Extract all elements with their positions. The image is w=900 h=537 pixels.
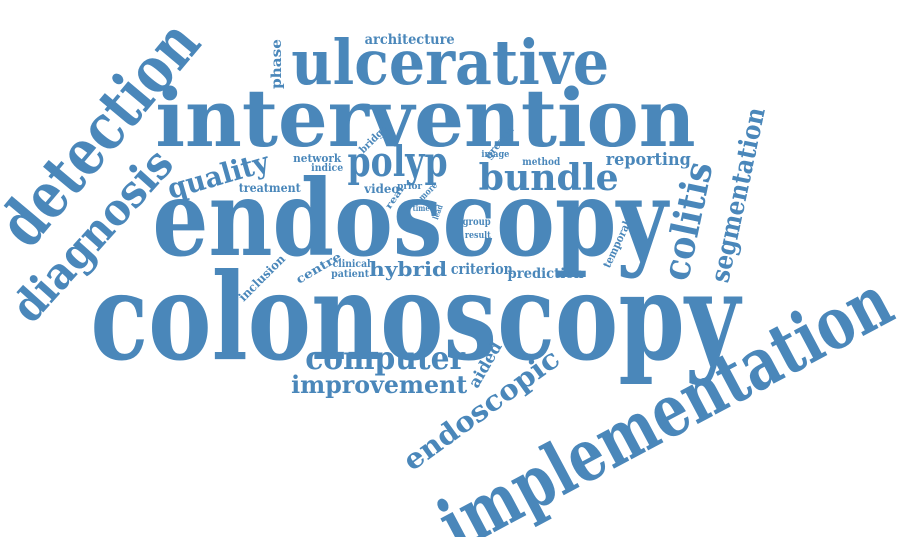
word-treatment: treatment [238,181,302,195]
word-colonoscopy: colonoscopy [90,247,740,388]
word-reporting: reporting [605,149,691,170]
word-architecture: architecture [364,32,455,48]
word-method: method [522,157,560,168]
word-bundle: bundle [479,157,619,199]
word-polyp: polyp [347,137,449,186]
word-improvement: improvement [290,370,468,399]
word-network: network [293,151,341,165]
word-computer: computer [305,339,465,377]
word-image: image [480,149,509,160]
word-indice: indice [310,163,344,174]
word-ulcerative: ulcerative [291,26,609,99]
word-prior: prior [397,181,423,192]
word-result: result [464,230,492,241]
word-criterion: criterion [451,259,513,278]
word-clinical: clinical [333,259,371,270]
word-group: group [462,217,491,228]
word-intervention: intervention [154,71,696,165]
word-segmentation: segmentation [705,104,773,286]
word-video: video [364,182,400,196]
word-phase: phase [268,39,285,89]
word-prediction: prediction [507,266,584,282]
word-endoscopy: endoscopy [152,155,668,280]
word-time: time [412,203,430,213]
word-hybrid: hybrid [369,257,447,281]
word-patient: patient [331,269,369,280]
